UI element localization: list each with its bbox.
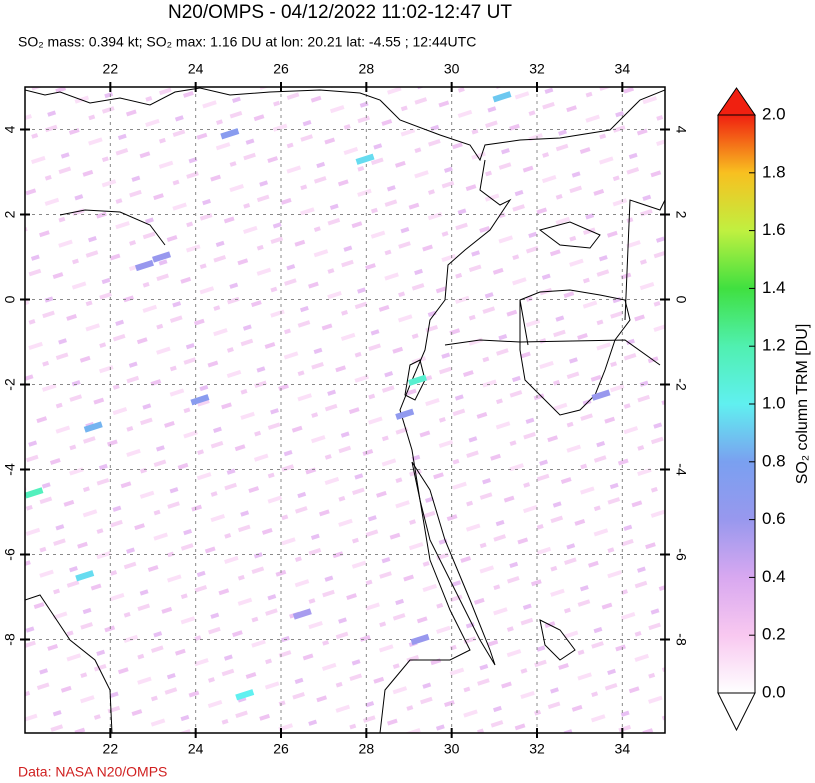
colorbar-label: SO₂ column TRM [DU] [794, 324, 811, 485]
colorbar: 0.0 0.2 0.4 0.6 0.8 1.0 1.2 1.4 1.6 1.8 2.0 SO₂ col… [717, 87, 811, 732]
y-tick-label-left: 2 [2, 210, 18, 218]
x-tick-label-bottom: 26 [273, 741, 289, 757]
title: N20/OMPS - 04/12/2022 11:02-12:47 UT [168, 2, 512, 23]
so2-pixel [492, 91, 512, 103]
x-tick-label-top: 24 [188, 61, 204, 77]
so2-pixel [410, 633, 430, 646]
map-frame [24, 86, 666, 734]
so2-pixel [25, 487, 44, 499]
so2-pixel [235, 689, 255, 701]
colorbar-tick-label: 0.0 [762, 682, 786, 701]
y-tick-label-right: 4 [673, 126, 689, 134]
y-tick-label-right: -4 [673, 463, 689, 476]
colorbar-tick-label: 1.2 [762, 336, 786, 355]
colorbar-tick-label: 1.8 [762, 162, 786, 181]
x-tick-label-top: 22 [103, 61, 119, 77]
so2-pixel [83, 421, 103, 433]
y-tick-label-right: 0 [673, 296, 689, 304]
so2-pixel [591, 389, 611, 401]
so2-pixel [395, 408, 415, 420]
x-tick-label-bottom: 28 [359, 741, 375, 757]
colorbar-top-arrow [717, 87, 756, 116]
so2-pixel [355, 153, 375, 165]
so2-pixels [25, 91, 611, 701]
colorbar-tick-label: 0.2 [762, 625, 786, 644]
x-tick-label-top: 28 [359, 61, 375, 77]
colorbar-bottom-arrow [717, 692, 756, 732]
colorbar-tick-label: 0.4 [762, 567, 786, 586]
y-tick-label-right: -6 [673, 548, 689, 561]
x-tick-label-bottom: 22 [103, 741, 119, 757]
grid [25, 87, 665, 733]
so2-pixel [152, 251, 172, 263]
x-tick-label-bottom: 30 [444, 741, 460, 757]
so2-pixel [220, 128, 240, 140]
x-tick-label-bottom: 32 [529, 741, 545, 757]
source: Data: NASA N20/OMPS [18, 764, 167, 780]
x-tick-label-bottom: 34 [615, 741, 631, 757]
so2-pixel [292, 608, 312, 620]
so2-pixel [134, 259, 154, 272]
colorbar-tick-label: 1.4 [762, 278, 786, 297]
colorbar-tick-label: 0.8 [762, 451, 786, 470]
y-tick-label-left: -2 [2, 378, 18, 391]
x-tick-label-top: 30 [444, 61, 460, 77]
colorbar-tick-label: 0.6 [762, 509, 786, 528]
so2-pixel [408, 374, 428, 386]
y-tick-label-right: -2 [673, 378, 689, 391]
colorbar-tick-label: 1.6 [762, 220, 786, 239]
x-tick-label-top: 32 [529, 61, 545, 77]
x-tick-label-bottom: 24 [188, 741, 204, 757]
y-tick-label-right: -8 [673, 633, 689, 646]
y-tick-label-left: -4 [2, 463, 18, 476]
y-tick-label-left: -6 [2, 548, 18, 561]
background-noise [25, 87, 665, 733]
colorbar-tick-label: 2.0 [762, 104, 786, 123]
x-tick-label-top: 34 [615, 61, 631, 77]
subtitle: SO₂ mass: 0.394 kt; SO₂ max: 1.16 DU at … [18, 34, 476, 50]
colorbar-tick-label: 1.0 [762, 393, 786, 412]
so2-pixel [75, 570, 95, 582]
so2-pixel [190, 394, 210, 406]
y-tick-label-left: 4 [2, 125, 18, 133]
x-tick-label-top: 26 [273, 61, 289, 77]
map-area [25, 87, 665, 733]
y-tick-label-left: 0 [2, 295, 18, 303]
y-tick-label-left: -8 [2, 633, 18, 646]
y-tick-label-right: 2 [673, 211, 689, 219]
